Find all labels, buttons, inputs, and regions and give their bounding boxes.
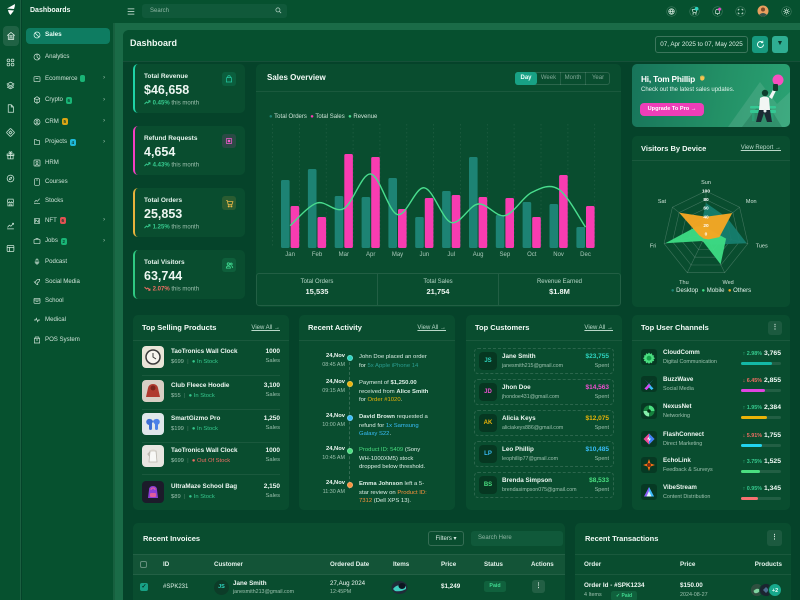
- svg-text:Nov: Nov: [553, 252, 564, 258]
- svg-text:60: 60: [703, 206, 709, 212]
- svg-text:Oct: Oct: [527, 252, 537, 258]
- svg-text:May: May: [392, 252, 403, 258]
- svg-text:Jul: Jul: [447, 252, 455, 258]
- svg-text:Fri: Fri: [650, 243, 656, 249]
- svg-text:20: 20: [703, 223, 709, 229]
- svg-text:Wed: Wed: [722, 280, 733, 286]
- svg-text:Sun: Sun: [701, 180, 711, 186]
- svg-text:Aug: Aug: [473, 252, 484, 258]
- svg-text:Mar: Mar: [339, 252, 349, 258]
- svg-text:100: 100: [702, 189, 710, 195]
- svg-text:0: 0: [705, 232, 708, 238]
- svg-text:Sat: Sat: [658, 199, 667, 205]
- svg-text:Apr: Apr: [366, 252, 375, 258]
- svg-text:Mon: Mon: [746, 199, 757, 205]
- svg-text:Dec: Dec: [580, 252, 591, 258]
- svg-text:Tues: Tues: [756, 243, 768, 249]
- svg-text:Jan: Jan: [285, 252, 295, 258]
- svg-text:Thu: Thu: [679, 280, 688, 286]
- svg-text:Feb: Feb: [312, 252, 323, 258]
- svg-text:Sep: Sep: [500, 252, 511, 258]
- svg-text:Jun: Jun: [419, 252, 429, 258]
- svg-text:40: 40: [703, 214, 709, 220]
- svg-text:80: 80: [703, 197, 709, 203]
